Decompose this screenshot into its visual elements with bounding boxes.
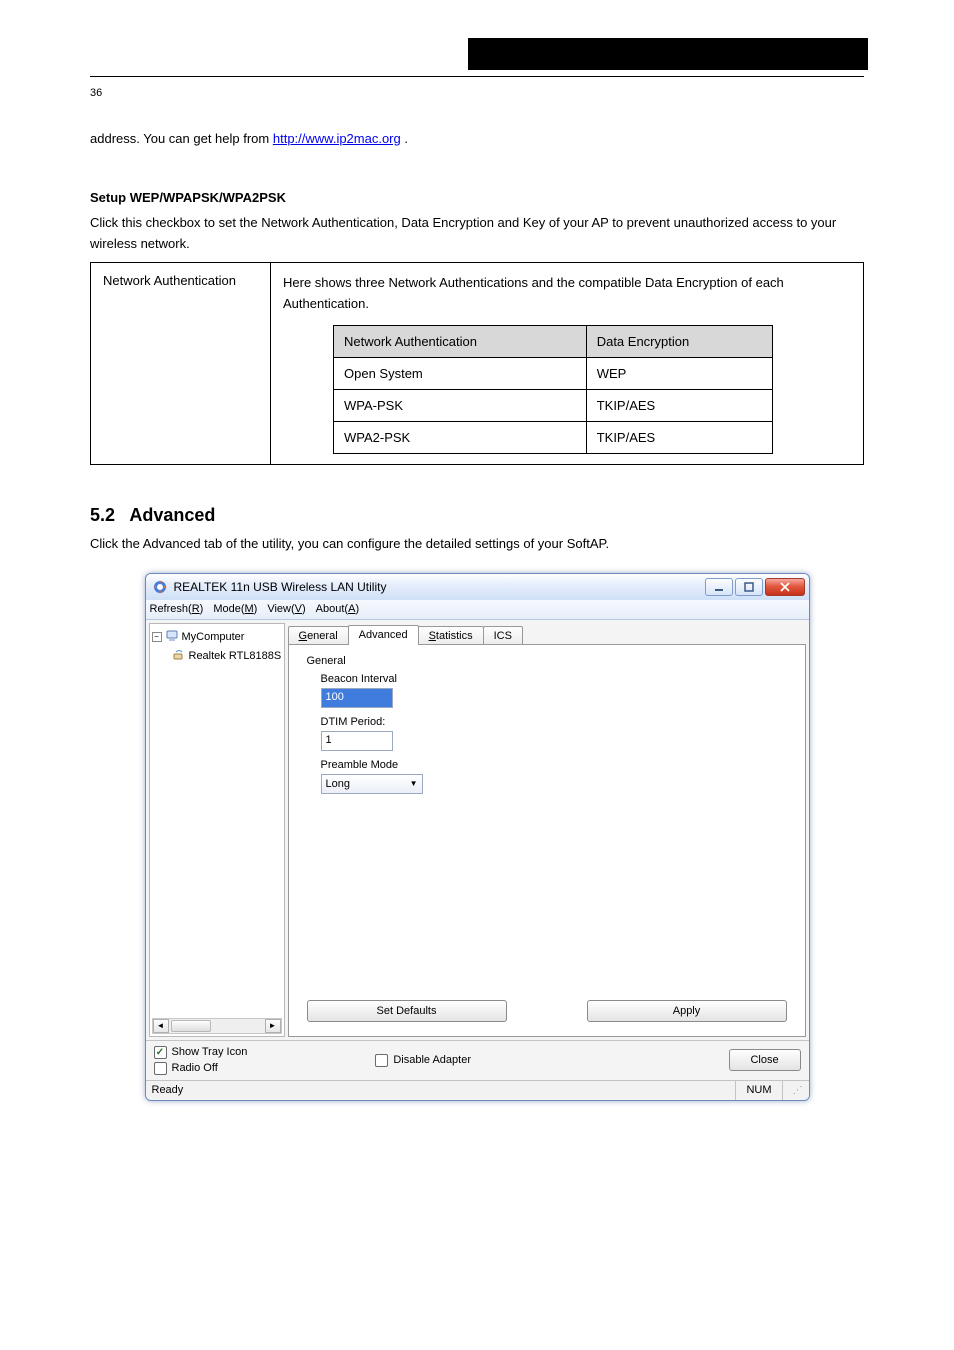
dtim-period-input[interactable]: 1 (321, 731, 393, 751)
titlebar[interactable]: REALTEK 11n USB Wireless LAN Utility (146, 574, 809, 600)
set-defaults-button[interactable]: Set Defaults (307, 1000, 507, 1022)
preamble-mode-select[interactable]: Long ▼ (321, 774, 423, 794)
menubar: Refresh(R) Mode(M) View(V) About(A) (146, 600, 809, 620)
table-row: Open System WEP (334, 357, 773, 389)
section-number: 5.2 (90, 505, 115, 525)
hdr-auth: Network Authentication (334, 325, 587, 357)
tree-root-row[interactable]: − MyComputer (152, 628, 282, 647)
cell-enc: TKIP/AES (586, 421, 772, 453)
window-title: REALTEK 11n USB Wireless LAN Utility (174, 580, 705, 594)
tab-general[interactable]: General (288, 626, 349, 645)
tab-ics[interactable]: ICS (483, 626, 523, 645)
scroll-thumb[interactable] (171, 1020, 211, 1032)
window-close-button[interactable] (765, 578, 805, 596)
status-num: NUM (735, 1081, 781, 1100)
cell-auth: WPA2-PSK (334, 421, 587, 453)
beacon-interval-input[interactable]: 100 (321, 688, 393, 708)
cell-enc: WEP (586, 357, 772, 389)
menu-about[interactable]: About(A) (316, 603, 359, 615)
options-bar: Show Tray Icon Radio Off Disable Adapter… (146, 1040, 809, 1080)
adapter-icon (172, 648, 186, 665)
header-rule (90, 76, 864, 77)
tab-advanced[interactable]: Advanced (348, 625, 419, 645)
table-row: WPA2-PSK TKIP/AES (334, 421, 773, 453)
minimize-button[interactable] (705, 578, 733, 596)
cell-auth: Open System (334, 357, 587, 389)
resize-grip-icon[interactable]: ⋰ (782, 1081, 803, 1100)
tree-child-row[interactable]: Realtek RTL8188S (152, 647, 282, 666)
group-title: General (307, 655, 787, 667)
tab-statistics[interactable]: Statistics (418, 626, 484, 645)
computer-icon (165, 629, 179, 646)
maximize-button[interactable] (735, 578, 763, 596)
page-number: 36 (90, 87, 864, 99)
device-tree-pane[interactable]: − MyComputer Realtek RTL8188S ◄ ► (149, 623, 285, 1037)
window-body: − MyComputer Realtek RTL8188S ◄ ► (146, 620, 809, 1040)
dtim-period-label: DTIM Period: (321, 716, 787, 728)
menu-refresh[interactable]: Refresh(R) (150, 603, 204, 615)
section-heading: 5.2 Advanced (90, 505, 864, 526)
net-auth-cell-label: Network Authentication (91, 263, 271, 465)
help-url-link[interactable]: http://www.ip2mac.org (273, 131, 401, 146)
net-auth-cell-content: Here shows three Network Authentications… (271, 263, 864, 465)
table-row: WPA-PSK TKIP/AES (334, 389, 773, 421)
status-bar: Ready NUM ⋰ (146, 1080, 809, 1100)
url-help-line: address. You can get help from http://ww… (90, 129, 864, 150)
setup-label: Setup WEP/WPAPSK/WPA2PSK (90, 190, 864, 205)
radio-off-label: Radio Off (172, 1062, 218, 1074)
scroll-left-arrow-icon[interactable]: ◄ (153, 1019, 169, 1033)
disable-adapter-checkbox[interactable] (375, 1054, 388, 1067)
show-tray-icon-checkbox[interactable] (154, 1046, 167, 1059)
content-pane: General Advanced Statistics ICS General … (288, 623, 806, 1037)
cell-enc: TKIP/AES (586, 389, 772, 421)
tab-body: General Beacon Interval 100 DTIM Period:… (288, 644, 806, 1037)
tab-strip: General Advanced Statistics ICS (288, 623, 806, 645)
preamble-mode-label: Preamble Mode (321, 759, 787, 771)
url-post-text: . (401, 131, 408, 146)
app-window: REALTEK 11n USB Wireless LAN Utility Ref… (145, 573, 810, 1101)
menu-view[interactable]: View(V) (267, 603, 305, 615)
auth-encryption-table: Network Authentication Data Encryption O… (333, 325, 773, 454)
horizontal-scrollbar[interactable]: ◄ ► (152, 1018, 282, 1034)
show-tray-icon-label: Show Tray Icon (172, 1046, 248, 1058)
tree-child-label: Realtek RTL8188S (189, 650, 282, 662)
status-ready: Ready (152, 1084, 736, 1096)
tree-root-label: MyComputer (182, 631, 245, 643)
tree-collapse-icon[interactable]: − (152, 632, 162, 642)
close-button[interactable]: Close (729, 1049, 801, 1071)
hdr-encryption: Data Encryption (586, 325, 772, 357)
disable-adapter-label: Disable Adapter (393, 1054, 471, 1066)
section-body: Click the Advanced tab of the utility, y… (90, 534, 864, 555)
header-black-block (468, 38, 868, 70)
table-header-row: Network Authentication Data Encryption (334, 325, 773, 357)
scroll-right-arrow-icon[interactable]: ► (265, 1019, 281, 1033)
beacon-interval-label: Beacon Interval (321, 673, 787, 685)
preamble-mode-value: Long (326, 778, 350, 790)
app-icon (152, 579, 168, 595)
net-auth-table: Network Authentication Here shows three … (90, 262, 864, 465)
setup-desc: Click this checkbox to set the Network A… (90, 213, 864, 255)
menu-mode[interactable]: Mode(M) (213, 603, 257, 615)
apply-button[interactable]: Apply (587, 1000, 787, 1022)
url-pre-text: address. You can get help from (90, 131, 273, 146)
cell-auth: WPA-PSK (334, 389, 587, 421)
section-title: Advanced (129, 505, 215, 525)
net-auth-desc: Here shows three Network Authentications… (283, 273, 851, 315)
dropdown-caret-icon: ▼ (410, 779, 418, 788)
radio-off-checkbox[interactable] (154, 1062, 167, 1075)
